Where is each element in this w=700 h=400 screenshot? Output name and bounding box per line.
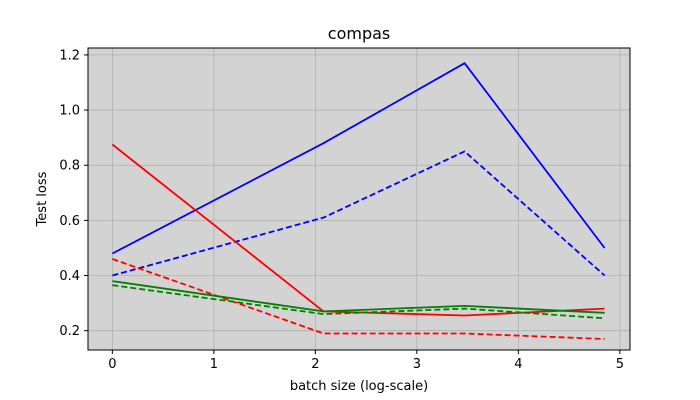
series-line-2 [112, 150, 606, 277]
x-tick-label: 2 [311, 357, 319, 372]
y-tick-label: 1.0 [59, 104, 80, 119]
x-axis: 0 1 2 3 4 5 [108, 350, 624, 372]
y-axis: 0.2 0.4 0.6 0.8 1.0 1.2 [59, 48, 88, 339]
x-tick-label: 1 [210, 357, 218, 372]
x-tick-label: 3 [413, 357, 421, 372]
series-line-1 [111, 62, 606, 255]
y-axis-label: Test loss [35, 171, 50, 227]
chart-title: compas [328, 24, 390, 43]
y-tick-label: 1.2 [59, 48, 80, 63]
y-tick-label: 0.4 [59, 269, 80, 284]
plot-area [88, 48, 630, 350]
x-tick-label: 0 [108, 357, 116, 372]
x-tick-label: 5 [616, 357, 624, 372]
series-line-6 [112, 284, 605, 320]
x-axis-label: batch size (log-scale) [290, 379, 428, 394]
y-tick-label: 0.6 [59, 214, 80, 229]
series-layer [111, 62, 606, 340]
x-tick-label: 4 [514, 357, 522, 372]
y-tick-label: 0.2 [59, 324, 80, 339]
series-line-3 [111, 143, 605, 317]
series-line-5 [112, 280, 605, 314]
plot-frame [87, 47, 631, 351]
y-tick-label: 0.8 [59, 159, 80, 174]
